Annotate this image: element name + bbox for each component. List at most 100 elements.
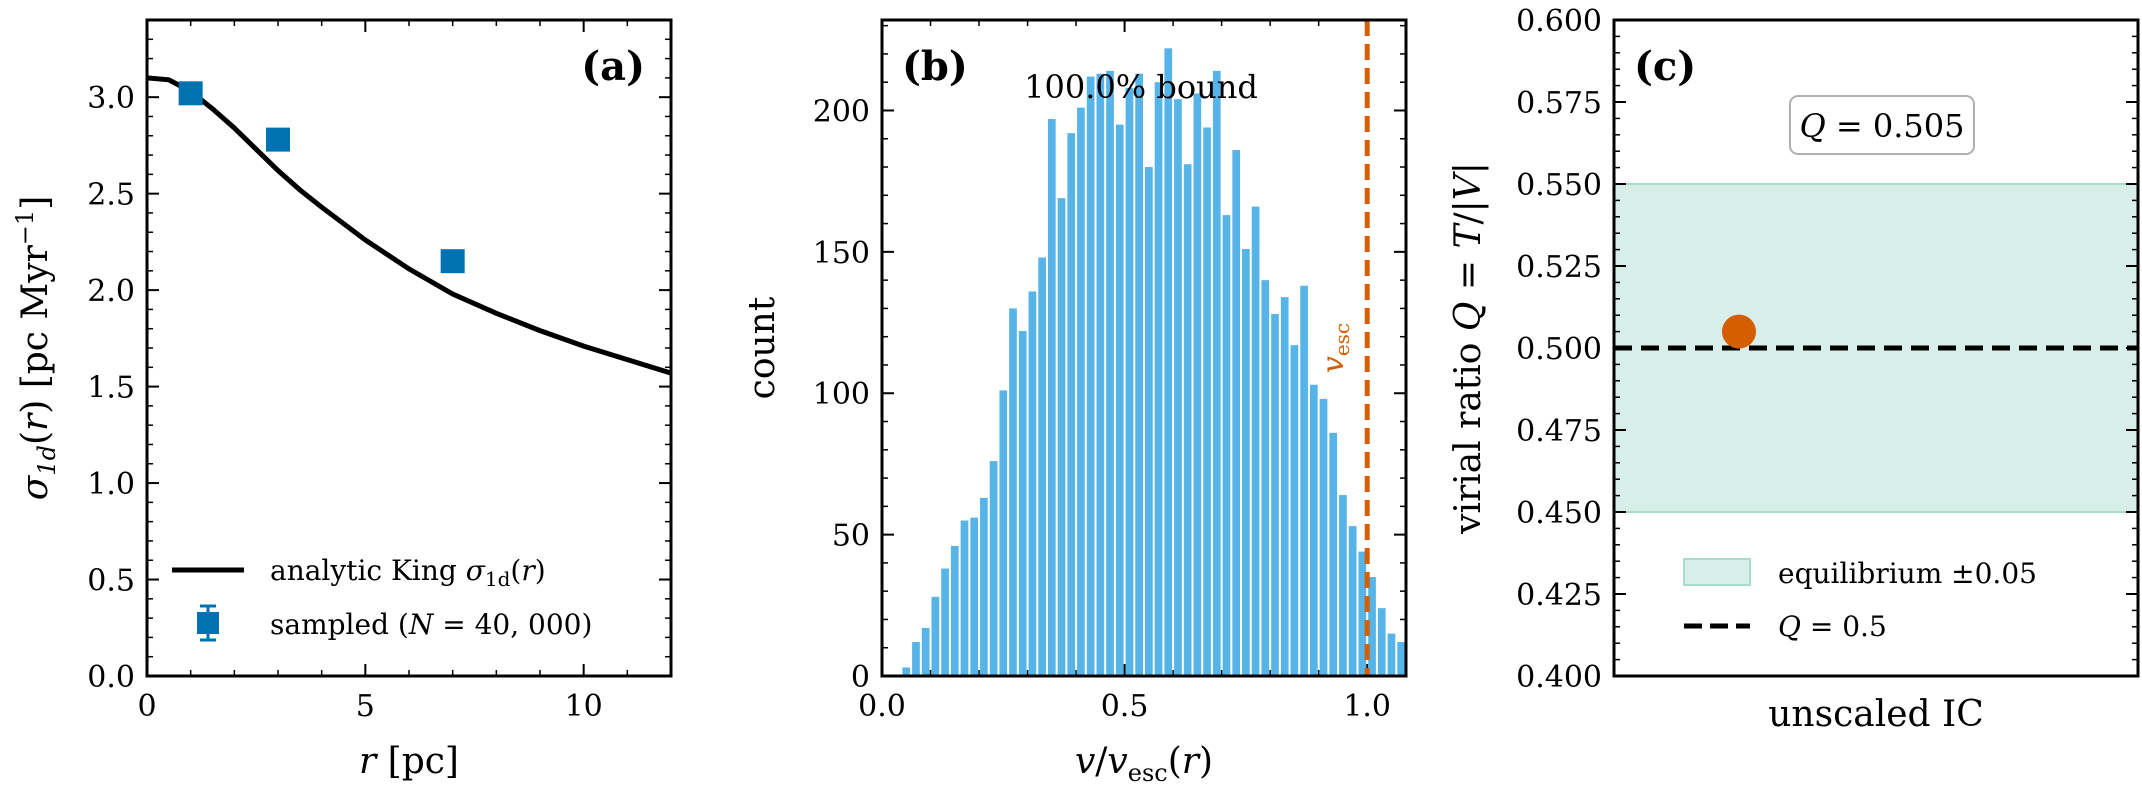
- y-tick-label: 3.0: [87, 81, 135, 116]
- histogram-bar: [1212, 70, 1221, 676]
- histogram-bar: [1057, 198, 1066, 676]
- histogram-bar: [1125, 87, 1134, 676]
- y-tick-label: 0.425: [1516, 578, 1602, 613]
- histogram-bar: [941, 568, 949, 676]
- histogram-bar: [1339, 495, 1347, 676]
- histogram-bar: [1251, 206, 1260, 676]
- panel-b: 0.0 0.5 1.0 0 50 100 150 200 (b) 100.0% bound v…: [742, 18, 1425, 787]
- histogram-bar: [970, 517, 979, 676]
- sampled-point: [266, 127, 290, 152]
- panel-c-frame: [1612, 18, 2140, 678]
- y-tick-label: 0.500: [1516, 332, 1602, 367]
- histogram-bar: [1377, 608, 1386, 676]
- y-tick-label: 0.475: [1516, 414, 1602, 449]
- histogram-bar: [1397, 642, 1405, 676]
- vesc-label: vesc: [1316, 323, 1354, 373]
- legend-q-label: Q = 0.5: [1778, 610, 1887, 643]
- histogram-bar: [912, 642, 920, 676]
- panel-b-label: (b): [902, 43, 968, 90]
- histogram-bar: [950, 545, 959, 676]
- histogram-bar: [1309, 384, 1318, 676]
- panel-a-label: (a): [581, 43, 645, 90]
- histogram-bar: [1417, 659, 1425, 676]
- y-tick-label: 2.0: [87, 274, 135, 309]
- histogram-bar: [1115, 124, 1124, 676]
- histogram-bar: [1358, 551, 1367, 676]
- y-tick-label: 2.5: [87, 178, 135, 213]
- legend-equilibrium-label: equilibrium ±0.05: [1778, 557, 2037, 590]
- q-value-label: Q = 0.505: [1800, 107, 1965, 145]
- histogram-bar: [1028, 291, 1037, 676]
- y-tick-label: 0.5: [87, 564, 135, 599]
- histogram-bar: [999, 390, 1008, 676]
- x-tick-label: 0.0: [858, 689, 906, 724]
- histogram-bar: [1009, 308, 1017, 676]
- panel-b-frame: [880, 18, 1408, 678]
- y-tick-label: 0.525: [1516, 250, 1602, 285]
- histogram-bar: [1222, 215, 1231, 676]
- histogram-bar: [989, 461, 998, 676]
- panel-a-frame: [145, 18, 673, 678]
- x-tick-label: 1.0: [1343, 689, 1391, 724]
- histogram-bar: [1319, 398, 1328, 676]
- histogram-bar: [1018, 331, 1027, 676]
- q-point: [1722, 314, 1756, 349]
- sampled-point: [178, 81, 203, 106]
- panel-a-legend: analytic King σ1d(r) sampled (N = 40, 00…: [172, 554, 592, 642]
- histogram-bar: [1300, 285, 1308, 676]
- y-tick-label: 0.575: [1516, 86, 1602, 121]
- y-tick-label: 0.0: [87, 660, 135, 695]
- histogram-bar: [1407, 648, 1415, 676]
- histogram-bar: [1096, 73, 1105, 676]
- legend-analytic-label: analytic King σ1d(r): [270, 554, 546, 591]
- panel-c-label: (c): [1634, 43, 1696, 90]
- legend-marker-swatch: [197, 612, 219, 634]
- histogram-bar: [1145, 167, 1153, 676]
- histogram-bar: [1038, 257, 1046, 676]
- y-tick-label: 1.0: [87, 467, 135, 502]
- y-tick-label: 100: [813, 377, 870, 412]
- histogram-bar: [1106, 70, 1114, 676]
- panel-c-legend: equilibrium ±0.05 Q = 0.5: [1683, 557, 2037, 643]
- panel-b-x-axis-label: v/vesc(r): [1075, 741, 1213, 787]
- y-tick-label: 0.550: [1516, 168, 1602, 203]
- histogram-bar: [1174, 99, 1182, 676]
- histogram-bar: [902, 667, 911, 676]
- histogram-bar: [1047, 118, 1056, 676]
- panel-a-y-axis-label: σ1d(r) [pc Myr−1]: [11, 196, 61, 501]
- q-value-box: [1789, 95, 1975, 155]
- x-tick-label: 0: [137, 689, 156, 724]
- histogram-bar: [1232, 150, 1241, 676]
- bound-annotation: 100.0% bound: [1024, 68, 1258, 106]
- histogram-bar: [1164, 48, 1173, 676]
- panel-c-y-axis-label: virial ratio Q = T/|V|: [1448, 162, 1489, 535]
- y-tick-label: 150: [813, 236, 870, 271]
- histogram-bar: [1242, 249, 1250, 676]
- histogram-bar: [960, 520, 969, 676]
- y-tick-label: 0.450: [1516, 496, 1602, 531]
- y-tick-label: 1.5: [87, 371, 135, 406]
- histogram-bar: [1183, 164, 1192, 676]
- histogram-bar: [1387, 633, 1396, 676]
- histogram-bar: [1348, 526, 1357, 676]
- histogram-bar: [1261, 280, 1270, 676]
- x-tick-label: 0.5: [1101, 689, 1149, 724]
- histogram-bar: [1193, 93, 1202, 676]
- panel-a: 0 5 10 0.0 0.5 1.0 1.5 2.0 2.5 3.0 (a) r [pc] σ1d…: [11, 18, 673, 782]
- histogram-bar: [931, 596, 940, 676]
- sampled-point: [440, 249, 465, 274]
- histogram-bar: [1290, 345, 1299, 676]
- histogram-bar: [1135, 73, 1143, 676]
- histogram-bar: [1203, 127, 1211, 676]
- legend-sampled-label: sampled (N = 40, 000): [270, 608, 592, 641]
- histogram-bar: [1086, 76, 1095, 676]
- histogram-bar: [980, 497, 988, 676]
- panel-c: 0.400 0.425 0.450 0.475 0.500 0.525 0.550 0.575…: [1448, 4, 2140, 735]
- y-tick-label: 50: [832, 519, 870, 554]
- histogram-bar: [1271, 314, 1279, 676]
- x-tick-label: 10: [565, 689, 603, 724]
- histogram-bar: [1154, 82, 1163, 676]
- x-tick-label: 5: [356, 689, 375, 724]
- histogram-bar: [1280, 297, 1289, 676]
